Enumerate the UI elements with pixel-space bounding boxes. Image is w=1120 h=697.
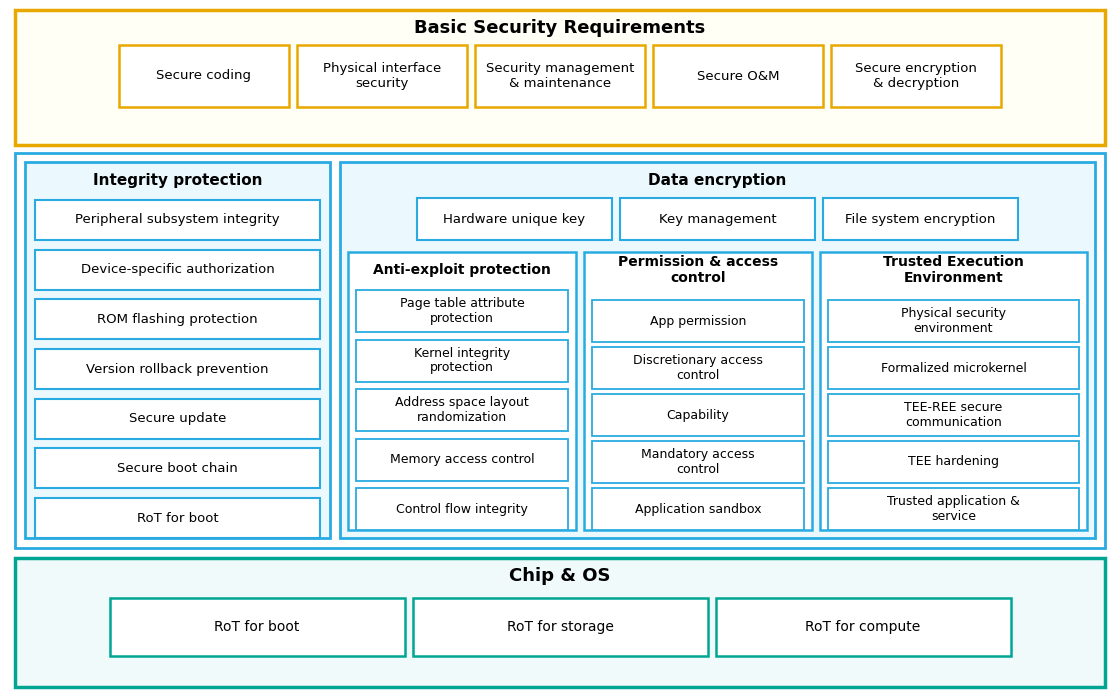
- FancyBboxPatch shape: [820, 252, 1088, 530]
- Text: Security management
& maintenance: Security management & maintenance: [486, 62, 634, 90]
- Text: Data encryption: Data encryption: [648, 172, 786, 187]
- FancyBboxPatch shape: [828, 300, 1079, 342]
- Text: Page table attribute
protection: Page table attribute protection: [400, 297, 524, 325]
- FancyBboxPatch shape: [35, 250, 320, 290]
- Text: Control flow integrity: Control flow integrity: [396, 503, 528, 516]
- Text: Peripheral subsystem integrity: Peripheral subsystem integrity: [75, 213, 280, 227]
- FancyBboxPatch shape: [828, 394, 1079, 436]
- Text: Secure coding: Secure coding: [157, 70, 252, 82]
- FancyBboxPatch shape: [828, 347, 1079, 389]
- FancyBboxPatch shape: [592, 394, 804, 436]
- FancyBboxPatch shape: [35, 399, 320, 438]
- Text: Version rollback prevention: Version rollback prevention: [86, 362, 269, 376]
- Text: Basic Security Requirements: Basic Security Requirements: [414, 19, 706, 37]
- FancyBboxPatch shape: [15, 153, 1105, 548]
- FancyBboxPatch shape: [119, 45, 289, 107]
- Text: RoT for boot: RoT for boot: [137, 512, 218, 525]
- Text: Secure encryption
& decryption: Secure encryption & decryption: [855, 62, 977, 90]
- FancyBboxPatch shape: [356, 339, 568, 381]
- Text: Secure boot chain: Secure boot chain: [118, 462, 237, 475]
- Text: Memory access control: Memory access control: [390, 453, 534, 466]
- FancyBboxPatch shape: [340, 162, 1095, 538]
- FancyBboxPatch shape: [828, 441, 1079, 483]
- Text: App permission: App permission: [650, 314, 746, 328]
- Text: Trusted application &
service: Trusted application & service: [887, 495, 1020, 523]
- Text: TEE hardening: TEE hardening: [908, 456, 999, 468]
- FancyBboxPatch shape: [35, 448, 320, 489]
- Text: Anti-exploit protection: Anti-exploit protection: [373, 263, 551, 277]
- Text: Key management: Key management: [659, 213, 776, 226]
- FancyBboxPatch shape: [35, 349, 320, 389]
- Text: Kernel integrity
protection: Kernel integrity protection: [414, 346, 510, 374]
- Text: Secure update: Secure update: [129, 412, 226, 425]
- Text: Physical security
environment: Physical security environment: [900, 307, 1006, 335]
- FancyBboxPatch shape: [297, 45, 467, 107]
- FancyBboxPatch shape: [584, 252, 812, 530]
- Text: RoT for compute: RoT for compute: [805, 620, 921, 634]
- FancyBboxPatch shape: [15, 10, 1105, 145]
- Text: Device-specific authorization: Device-specific authorization: [81, 263, 274, 276]
- FancyBboxPatch shape: [620, 198, 815, 240]
- Text: Formalized microkernel: Formalized microkernel: [880, 362, 1026, 374]
- Text: Permission & access
control: Permission & access control: [618, 255, 778, 285]
- Text: Mandatory access
control: Mandatory access control: [641, 448, 755, 476]
- Text: Physical interface
security: Physical interface security: [323, 62, 441, 90]
- Text: Address space layout
randomization: Address space layout randomization: [395, 396, 529, 424]
- FancyBboxPatch shape: [412, 598, 708, 656]
- Text: TEE-REE secure
communication: TEE-REE secure communication: [904, 401, 1002, 429]
- FancyBboxPatch shape: [592, 300, 804, 342]
- Text: Chip & OS: Chip & OS: [510, 567, 610, 585]
- FancyBboxPatch shape: [356, 438, 568, 480]
- Text: Capability: Capability: [666, 408, 729, 422]
- FancyBboxPatch shape: [356, 290, 568, 332]
- FancyBboxPatch shape: [35, 299, 320, 339]
- FancyBboxPatch shape: [831, 45, 1001, 107]
- Text: Secure O&M: Secure O&M: [697, 70, 780, 82]
- FancyBboxPatch shape: [592, 347, 804, 389]
- FancyBboxPatch shape: [592, 441, 804, 483]
- FancyBboxPatch shape: [15, 558, 1105, 687]
- FancyBboxPatch shape: [35, 200, 320, 240]
- Text: Application sandbox: Application sandbox: [635, 503, 762, 516]
- FancyBboxPatch shape: [828, 488, 1079, 530]
- Text: ROM flashing protection: ROM flashing protection: [97, 313, 258, 325]
- Text: File system encryption: File system encryption: [846, 213, 996, 226]
- Text: Integrity protection: Integrity protection: [93, 172, 262, 187]
- Text: RoT for storage: RoT for storage: [506, 620, 614, 634]
- FancyBboxPatch shape: [25, 162, 330, 538]
- FancyBboxPatch shape: [475, 45, 645, 107]
- FancyBboxPatch shape: [356, 389, 568, 431]
- Text: Trusted Execution
Environment: Trusted Execution Environment: [883, 255, 1024, 285]
- FancyBboxPatch shape: [35, 498, 320, 538]
- FancyBboxPatch shape: [592, 488, 804, 530]
- Text: Discretionary access
control: Discretionary access control: [633, 354, 763, 382]
- FancyBboxPatch shape: [417, 198, 612, 240]
- Text: Hardware unique key: Hardware unique key: [444, 213, 586, 226]
- FancyBboxPatch shape: [653, 45, 823, 107]
- FancyBboxPatch shape: [348, 252, 576, 530]
- FancyBboxPatch shape: [716, 598, 1010, 656]
- FancyBboxPatch shape: [110, 598, 404, 656]
- FancyBboxPatch shape: [823, 198, 1018, 240]
- Text: RoT for boot: RoT for boot: [214, 620, 300, 634]
- FancyBboxPatch shape: [356, 488, 568, 530]
